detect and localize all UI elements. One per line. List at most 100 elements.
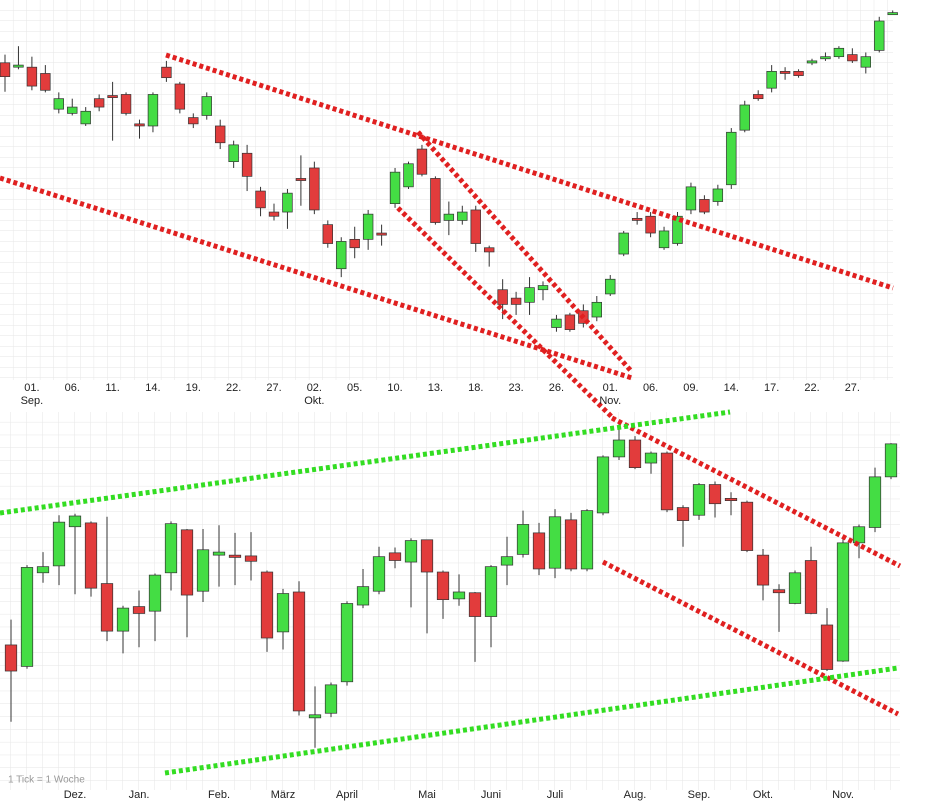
x-tick-label: Sep. xyxy=(688,789,711,801)
x-tick-label: 14. xyxy=(724,382,739,394)
x-tick-label: April xyxy=(336,789,358,801)
candle-body xyxy=(631,217,643,221)
candle-body xyxy=(726,131,737,186)
candle-body xyxy=(336,241,347,270)
candle-body xyxy=(188,117,199,125)
x-tick-label: 06. xyxy=(643,382,658,394)
candle-body xyxy=(605,278,616,295)
trend-line xyxy=(0,175,633,381)
candle-body xyxy=(772,589,786,594)
candle-body xyxy=(712,188,724,202)
x-tick-label: 10. xyxy=(387,382,402,394)
candle-body xyxy=(793,71,804,76)
candle-body xyxy=(80,110,91,125)
x-tick-label: 06. xyxy=(65,382,80,394)
candle-body xyxy=(443,213,455,221)
candle-body xyxy=(852,526,866,544)
candle-body xyxy=(779,71,791,74)
x-tick-label: 11. xyxy=(105,382,119,394)
candle-body xyxy=(389,171,401,204)
candle-body xyxy=(820,624,834,670)
candle-body xyxy=(40,73,51,91)
trend-line xyxy=(0,409,731,516)
candle-body xyxy=(430,178,441,223)
candle-body xyxy=(766,71,777,89)
x-tick-label: 19. xyxy=(186,382,201,394)
candle-body xyxy=(322,224,333,244)
candle-body xyxy=(174,83,186,110)
x-tick-label: 22. xyxy=(226,382,241,394)
candle-body xyxy=(147,94,159,127)
candle-body xyxy=(699,199,710,213)
candle-body xyxy=(244,555,258,562)
candle-body xyxy=(524,287,535,303)
trend-line xyxy=(165,52,894,291)
x-tick-label: 01. xyxy=(603,382,618,394)
candle-body xyxy=(470,209,481,244)
candle-body xyxy=(404,540,418,563)
x-tick-label: 26. xyxy=(549,382,564,394)
x-month-label: Okt. xyxy=(304,395,324,407)
x-tick-label: 01. xyxy=(24,382,39,394)
x-tick-label: 17. xyxy=(764,382,779,394)
candle-body xyxy=(484,566,498,617)
candle-body xyxy=(756,554,770,586)
candle-body xyxy=(484,247,495,253)
candle-body xyxy=(564,519,578,570)
x-tick-label: 27. xyxy=(266,382,281,394)
candle-body xyxy=(36,566,50,574)
candle-body xyxy=(676,507,690,521)
candle-body xyxy=(148,574,162,612)
candle-body xyxy=(658,230,670,249)
candle-body xyxy=(468,592,482,617)
trend-line xyxy=(610,415,902,569)
candle-body xyxy=(68,515,82,528)
trend-line xyxy=(601,559,900,717)
candle-body xyxy=(644,452,658,464)
candle-body xyxy=(20,567,34,667)
candle-body xyxy=(516,524,530,555)
candle-body xyxy=(276,593,290,633)
x-tick-label: Aug. xyxy=(624,789,647,801)
candle-body xyxy=(532,532,546,570)
trend-line xyxy=(164,665,899,776)
candle-body xyxy=(132,606,146,614)
candle-body xyxy=(551,318,562,328)
candle-body xyxy=(164,523,178,574)
candle-body xyxy=(340,603,354,683)
candle-body xyxy=(548,516,562,569)
x-tick-label: 27. xyxy=(845,382,860,394)
candle-body xyxy=(196,549,210,592)
x-tick-label: März xyxy=(271,789,295,801)
candle-body xyxy=(628,439,642,468)
candle-body xyxy=(860,56,871,68)
x-tick-label: 14. xyxy=(145,382,160,394)
candle-body xyxy=(591,301,602,318)
candle-body xyxy=(645,215,656,234)
candle-body xyxy=(500,556,514,566)
candles xyxy=(0,10,898,748)
candle-body xyxy=(349,238,360,249)
candle-body xyxy=(362,213,374,240)
candle-body xyxy=(692,484,706,516)
candle-body xyxy=(372,556,386,592)
candle-body xyxy=(685,186,697,211)
candle-body xyxy=(212,551,226,556)
candle-body xyxy=(724,497,738,501)
candle-body xyxy=(107,95,118,98)
candle-body xyxy=(52,521,66,567)
candle-body xyxy=(295,178,307,181)
candle-body xyxy=(804,560,818,614)
candle-body xyxy=(874,20,885,51)
candle-body xyxy=(887,12,898,16)
candle-body xyxy=(260,571,274,639)
candle-body xyxy=(228,554,242,558)
candle-body xyxy=(0,62,11,77)
x-tick-label: 23. xyxy=(508,382,523,394)
x-tick-label: Okt. xyxy=(753,789,773,801)
candle-body xyxy=(672,215,683,244)
candle-body xyxy=(497,289,508,305)
candle-body xyxy=(84,522,98,589)
